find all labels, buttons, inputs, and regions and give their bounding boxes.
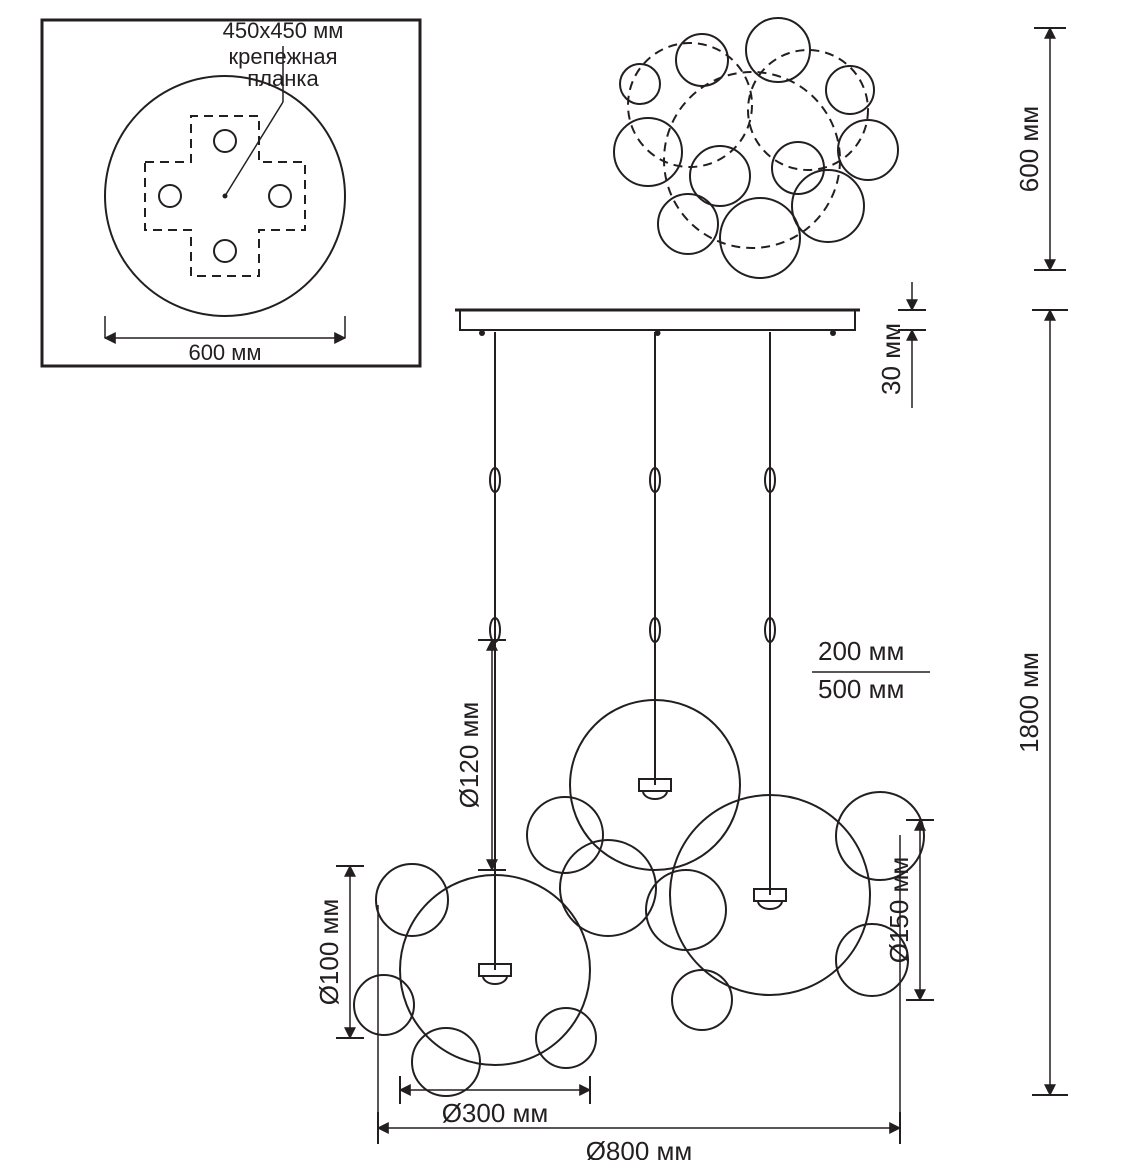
svg-text:планка: планка: [247, 66, 319, 91]
technical-drawing: 450x450 ммкрепежнаяпланка600 мм600 мм180…: [0, 0, 1146, 1160]
svg-text:Ø300 мм: Ø300 мм: [442, 1098, 549, 1128]
svg-text:200 мм: 200 мм: [818, 636, 904, 666]
svg-text:600 мм: 600 мм: [188, 340, 261, 365]
svg-text:500 мм: 500 мм: [818, 674, 904, 704]
svg-text:600 мм: 600 мм: [1014, 106, 1044, 192]
svg-text:30 мм: 30 мм: [876, 323, 906, 395]
svg-text:450x450 мм: 450x450 мм: [223, 18, 344, 43]
svg-text:Ø800 мм: Ø800 мм: [586, 1136, 693, 1160]
svg-text:Ø100 мм: Ø100 мм: [314, 899, 344, 1006]
svg-text:Ø120 мм: Ø120 мм: [454, 702, 484, 809]
svg-text:Ø150 мм: Ø150 мм: [884, 857, 914, 964]
svg-text:1800 мм: 1800 мм: [1014, 652, 1044, 753]
